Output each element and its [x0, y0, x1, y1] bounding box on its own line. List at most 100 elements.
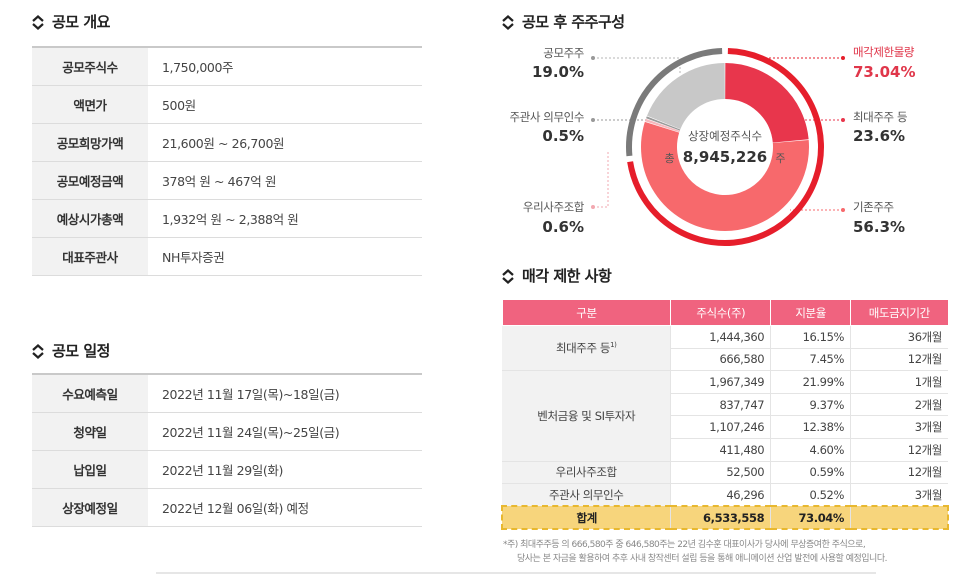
period-cell: 12개월: [850, 461, 948, 485]
ratio-cell: 16.15%: [770, 325, 852, 349]
outer-ring-segment-1: [626, 48, 723, 157]
chevron-up-down-icon: [32, 343, 44, 359]
total-shares: 6,533,558: [670, 505, 772, 530]
overview-value: 500원: [148, 85, 422, 124]
period-cell: 12개월: [850, 438, 948, 462]
schedule-label: 납입일: [32, 450, 148, 489]
table-row: 벤처금융 및 SI투자자 1,967,349 21.99% 1개월: [502, 370, 948, 462]
column-header: 지분율: [770, 299, 852, 326]
legend-value-locked: 73.04%: [853, 63, 916, 81]
table-row: 대표주관사 NH투자증권: [32, 237, 422, 276]
period-cell: 3개월: [850, 415, 948, 439]
footnote-line-1: *주) 최대주주등 의 666,580주 중 646,580주는 22년 김수훈…: [503, 540, 866, 550]
table-row: 공모주식수 1,750,000주: [32, 47, 422, 86]
donut-slice-0: [724, 63, 809, 144]
period-cell: 1개월: [850, 370, 948, 394]
table-row: 1,107,246 12.38% 3개월: [502, 415, 948, 439]
legend-value-underwriter: 0.5%: [542, 127, 584, 145]
ratio-cell: 21.99%: [770, 370, 852, 394]
ratio-cell: 9.37%: [770, 393, 852, 417]
shares-cell: 52,500: [670, 461, 772, 485]
category-cell: 주관사 의무인수: [502, 483, 672, 507]
category-cell: 최대주주 등1): [502, 325, 672, 372]
leader-dot: [591, 205, 595, 209]
table-row: 411,480 4.60% 12개월: [502, 438, 948, 462]
ratio-cell: 7.45%: [770, 348, 852, 372]
bottom-divider: [156, 572, 876, 574]
shares-cell: 666,580: [670, 348, 772, 372]
table-row: 우리사주조합 52,500 0.59% 12개월: [502, 461, 948, 485]
column-header: 구분: [501, 299, 672, 326]
legend-value-esop: 0.6%: [542, 218, 584, 236]
table-row: 공모예정금액 378억 원 ~ 467억 원: [32, 161, 422, 200]
shares-cell: 1,967,349: [670, 370, 772, 394]
ratio-cell: 4.60%: [770, 438, 852, 462]
leader-dot: [591, 56, 595, 60]
schedule-title: 공모 일정: [30, 340, 110, 361]
restriction-title: 매각 제한 사항: [500, 265, 612, 286]
shareholder-title: 공모 후 주주구성: [500, 11, 625, 32]
column-header: 주식수(주): [670, 299, 772, 326]
shareholder-donut-chart: 상장예정주식수 총 8,945,226 주: [626, 48, 824, 246]
donut-slice-4: [647, 63, 726, 130]
overview-label: 대표주관사: [32, 237, 148, 276]
shares-cell: 46,296: [670, 483, 772, 507]
chevron-up-down-icon: [502, 268, 514, 284]
legend-label-major: 최대주주 등: [853, 110, 908, 124]
table-row: 주관사 의무인수 46,296 0.52% 3개월: [502, 483, 948, 507]
shares-cell: 1,444,360: [670, 325, 772, 349]
schedule-value: 2022년 11월 24일(목)~25일(금): [148, 412, 422, 451]
legend-label-existing: 기존주주: [853, 200, 894, 214]
overview-value: 1,932억 원 ~ 2,388억 원: [148, 199, 422, 238]
schedule-label: 상장예정일: [32, 488, 148, 527]
legend-label-esop: 우리사주조합: [522, 200, 584, 214]
overview-label: 공모예정금액: [32, 161, 148, 200]
table-row: 상장예정일 2022년 12월 06일(화) 예정: [32, 488, 422, 527]
donut-slice-3: [646, 116, 681, 131]
ratio-cell: 0.52%: [770, 483, 852, 507]
legend-label-underwriter: 주관사 의무인수: [509, 110, 584, 124]
ratio-cell: 0.59%: [770, 461, 852, 485]
donut-center-prefix: 총: [665, 152, 675, 165]
outer-ring-segment-0: [627, 48, 824, 246]
schedule-label: 수요예측일: [32, 374, 148, 413]
legend-value-existing: 56.3%: [853, 218, 906, 236]
shares-cell: 837,747: [670, 393, 772, 417]
table-row: 액면가 500원: [32, 85, 422, 124]
leader-dot: [591, 118, 595, 122]
shares-cell: 1,107,246: [670, 415, 772, 439]
chevron-up-down-icon: [502, 14, 514, 30]
period-cell: 12개월: [850, 348, 948, 372]
schedule-table: 수요예측일 2022년 11월 17일(목)~18일(금) 청약일 2022년 11…: [32, 373, 422, 527]
donut-center-value: 8,945,226: [683, 148, 767, 166]
total-ratio: 73.04%: [770, 505, 852, 530]
schedule-value: 2022년 11월 29일(화): [148, 450, 422, 489]
table-row: 수요예측일 2022년 11월 17일(목)~18일(금): [32, 374, 422, 413]
total-label: 합계: [501, 505, 672, 530]
overview-label: 공모희망가액: [32, 123, 148, 162]
table-row: 납입일 2022년 11월 29일(화): [32, 450, 422, 489]
total-row: 합계 6,533,558 73.04%: [501, 505, 950, 530]
column-header: 매도금지기간: [850, 299, 949, 326]
chevron-up-down-icon: [32, 14, 44, 30]
donut-center-suffix: 주: [775, 152, 785, 165]
overview-label: 예상시가총액: [32, 199, 148, 238]
total-period: [850, 505, 950, 530]
overview-table: 공모주식수 1,750,000주 액면가 500원 공모희망가액 21,600원 ~ …: [32, 46, 422, 276]
period-cell: 3개월: [850, 483, 948, 507]
legend-value-major: 23.6%: [853, 127, 906, 145]
table-row: 청약일 2022년 11월 24일(목)~25일(금): [32, 412, 422, 451]
schedule-value: 2022년 11월 17일(목)~18일(금): [148, 374, 422, 413]
table-row: 837,747 9.37% 2개월: [502, 393, 948, 417]
overview-value: 21,600원 ~ 26,700원: [148, 123, 422, 162]
overview-label: 공모주식수: [32, 47, 148, 86]
shares-cell: 411,480: [670, 438, 772, 462]
donut-slice-2: [645, 118, 680, 133]
legend-label-locked: 매각제한물량: [853, 45, 915, 59]
overview-value: 1,750,000주: [148, 47, 422, 86]
legend-value-public: 19.0%: [531, 63, 584, 81]
footnote-line-2: 당사는 본 자금을 활용하여 추후 사내 창작센터 설립 등을 통해 애니메이션…: [517, 554, 887, 564]
period-cell: 36개월: [850, 325, 948, 349]
period-cell: 2개월: [850, 393, 948, 417]
table-row: 최대주주 등1) 1,444,360 16.15% 36개월: [502, 325, 948, 372]
